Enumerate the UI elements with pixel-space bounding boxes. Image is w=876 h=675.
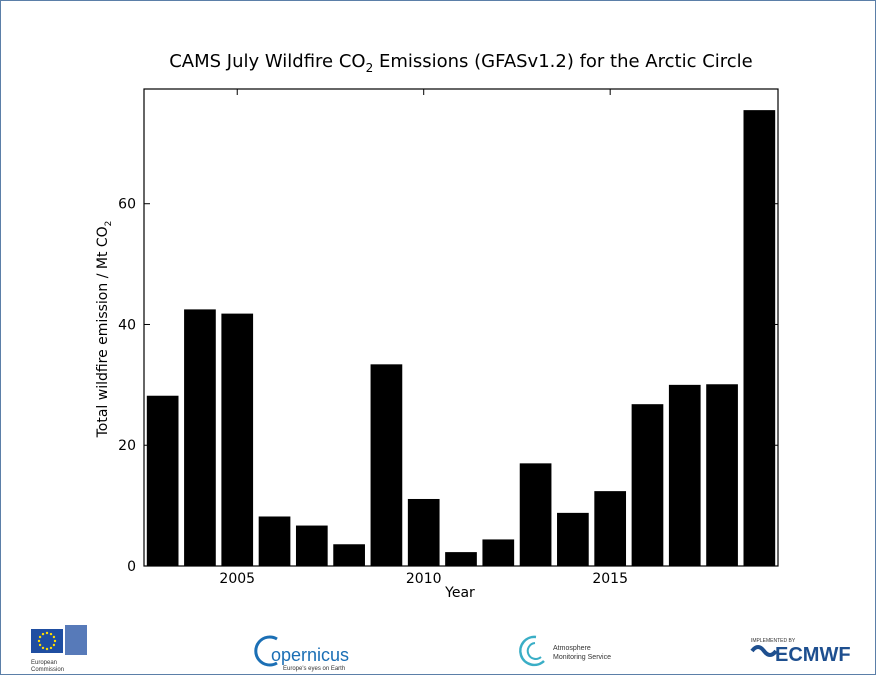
bar-2018 <box>706 384 738 566</box>
eu-star-11 <box>52 635 56 639</box>
eu-star-10 <box>49 632 53 636</box>
atmosphere-monitoring-logo: Atmosphere Monitoring Service <box>519 635 611 667</box>
eu-star-0 <box>53 639 57 643</box>
bar-2005 <box>221 313 254 566</box>
eu-star-1 <box>52 643 56 647</box>
x-axis-label: Year <box>444 585 475 601</box>
bar-2010 <box>407 498 440 566</box>
eu-label-2: Commission <box>31 667 64 673</box>
chart-title-rest: Emissions (GFASv1.2) for the Arctic Circ… <box>373 51 753 72</box>
eu-label-1: European <box>31 660 57 666</box>
atmosphere-line1: Atmosphere <box>553 645 591 652</box>
ecmwf-wave-icon <box>750 645 778 657</box>
x-tick-label-2010: 2010 <box>406 571 442 587</box>
chart-title: CAMS July Wildfire CO2 Emissions (GFASv1… <box>169 51 753 75</box>
bar-2009 <box>370 364 403 566</box>
chart-title-main: CAMS July Wildfire CO <box>169 51 365 72</box>
bar-2006 <box>258 516 291 566</box>
atmosphere-swirl-inner-icon <box>526 642 542 660</box>
bar-2012 <box>482 539 515 566</box>
ecmwf-caption: IMPLEMENTED BY <box>751 638 796 644</box>
ecmwf-logo: IMPLEMENTED BY ECMWF <box>750 638 851 666</box>
x-tick-label-2005: 2005 <box>219 571 255 587</box>
copernicus-logo: opernicus Europe's eyes on Earth <box>254 635 349 672</box>
eu-star-2 <box>49 646 53 650</box>
eu-building-icon <box>65 625 87 655</box>
x-tick-label-2015: 2015 <box>592 571 628 587</box>
bar-2017 <box>668 384 701 566</box>
y-axis-label-subscript: 2 <box>104 221 114 227</box>
bar-2007 <box>295 525 328 566</box>
y-tick-label-40: 40 <box>118 317 136 333</box>
eu-star-8 <box>41 632 45 636</box>
ecmwf-name: ECMWF <box>775 644 851 666</box>
bar-2011 <box>445 552 477 566</box>
eu-commission-logo: European Commission <box>31 625 87 673</box>
bar-2008 <box>333 544 365 566</box>
bar-2004 <box>184 309 216 566</box>
bar-2015 <box>594 491 627 566</box>
chart-title-subscript: 2 <box>366 61 374 75</box>
y-tick-label-20: 20 <box>118 438 136 454</box>
y-axis-label-main: Total wildfire emission / Mt CO <box>95 226 111 438</box>
bar-series <box>146 110 776 566</box>
bar-2014 <box>557 512 589 566</box>
eu-star-9 <box>45 631 49 635</box>
eu-star-3 <box>45 647 49 651</box>
plot-area-border <box>143 88 779 567</box>
eu-star-7 <box>38 635 42 639</box>
y-axis-label: Total wildfire emission / Mt CO2 <box>95 221 114 439</box>
eu-star-4 <box>41 646 45 650</box>
y-tick-label-0: 0 <box>127 559 136 575</box>
eu-star-6 <box>37 639 41 643</box>
copernicus-tagline: Europe's eyes on Earth <box>283 666 345 672</box>
bar-2013 <box>519 463 552 566</box>
copernicus-c-icon <box>254 635 278 667</box>
copernicus-name: opernicus <box>271 645 349 665</box>
axis-ticks: 0 20 40 60 2005 2010 2015 <box>118 89 778 587</box>
bar-2019 <box>743 110 776 566</box>
y-tick-label-60: 60 <box>118 197 136 213</box>
atmosphere-line2: Monitoring Service <box>553 654 611 661</box>
eu-stars-icon <box>37 631 57 651</box>
atmosphere-swirl-icon <box>519 635 545 667</box>
bar-2016 <box>631 404 664 566</box>
eu-star-5 <box>38 643 42 647</box>
bar-2003 <box>146 395 179 566</box>
